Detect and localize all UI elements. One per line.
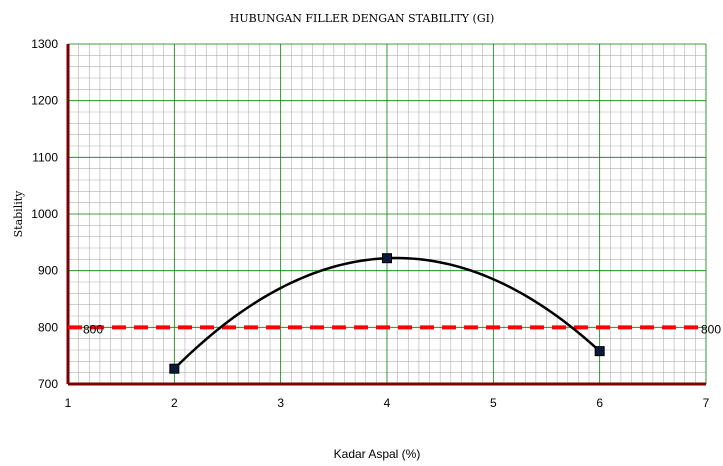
x-tick-label: 2: [171, 396, 178, 410]
chart-title: HUBUNGAN FILLER DENGAN STABILITY (GI): [230, 12, 495, 25]
y-tick-label: 1300: [31, 37, 58, 51]
data-series: [169, 253, 605, 374]
y-tick-label: 800: [38, 320, 58, 334]
y-tick-label: 900: [38, 264, 58, 278]
x-tick-label: 4: [384, 396, 391, 410]
reference-line: 800 800: [68, 322, 721, 336]
y-tick-label: 1200: [31, 94, 58, 108]
x-tick-label: 1: [65, 396, 72, 410]
major-gridlines: [67, 43, 707, 385]
x-tick-labels: 1 2 3 4 5 6 7: [65, 396, 710, 410]
y-tick-label: 1100: [32, 150, 58, 164]
data-point-marker: [594, 346, 605, 357]
x-tick-label: 5: [490, 396, 497, 410]
x-tick-label: 3: [277, 396, 284, 410]
y-tick-labels: 700 800 900 1000 1100 1200 1300: [31, 37, 58, 391]
data-point-marker: [169, 363, 180, 374]
reference-label-right: 800: [701, 322, 721, 336]
y-axis-label: Stability: [12, 190, 25, 238]
x-tick-label: 6: [596, 396, 603, 410]
x-axis-label: Kadar Aspal (%): [334, 447, 421, 461]
x-tick-label: 7: [703, 396, 710, 410]
data-point-marker: [382, 253, 392, 264]
y-tick-label: 1000: [31, 207, 58, 221]
y-tick-label: 700: [38, 377, 58, 391]
reference-label-left: 800: [83, 322, 103, 336]
